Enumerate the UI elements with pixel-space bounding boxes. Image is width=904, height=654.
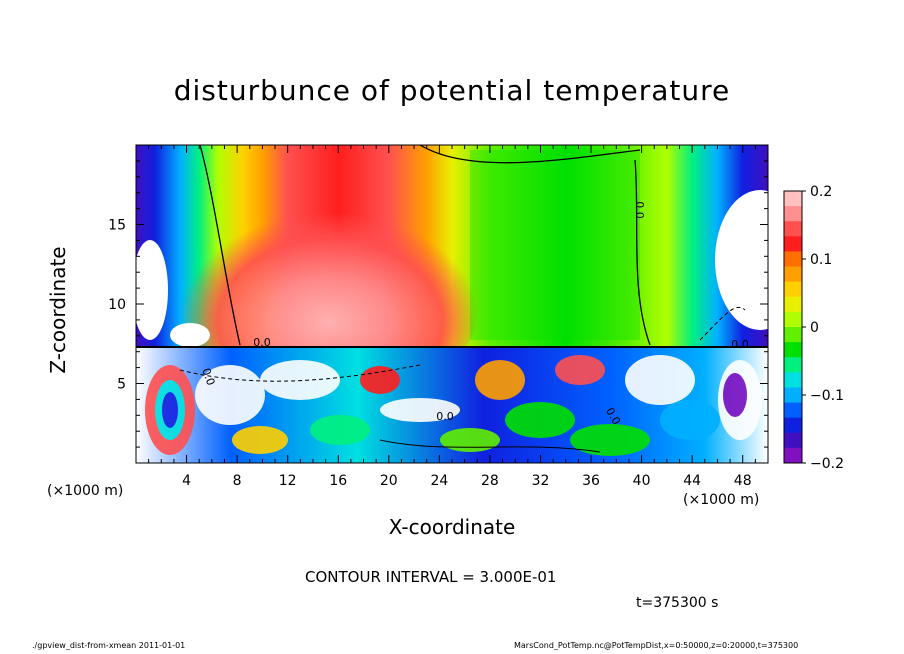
y-axis-label: Z-coordinate [46, 246, 70, 374]
chart-title: disturbunce of potential temperature [173, 74, 731, 107]
colorbar-tick-label: −0.1 [810, 388, 844, 404]
colorbar: 0.2 0.1 0 −0.1 −0.2 [783, 184, 844, 472]
x-tick-label: 16 [329, 473, 347, 489]
colorbar-swatch [784, 372, 802, 388]
x-axis-label: X-coordinate [388, 515, 516, 539]
x-axis-unit-left: (×1000 m) [47, 483, 124, 499]
x-tick-label: 36 [582, 473, 600, 489]
x-tick-label: 32 [532, 473, 550, 489]
x-tick-label: 28 [481, 473, 499, 489]
contour-label: 0.0 [199, 366, 217, 387]
contour-labels: 0.00.0 0.00.0 0.00.0 [199, 201, 749, 427]
colorbar-swatch [784, 221, 802, 237]
y-tick-label: 10 [108, 297, 126, 313]
heatmap-field [136, 145, 768, 463]
y-tick-label: 5 [117, 377, 126, 393]
x-tick-label: 40 [633, 473, 651, 489]
x-tick-label: 48 [734, 473, 752, 489]
x-tick-label: 8 [233, 473, 242, 489]
x-tick-label: 20 [380, 473, 398, 489]
colorbar-tick-label: 0 [810, 320, 819, 336]
colorbar-swatch [784, 311, 802, 328]
y-tick-label: 15 [108, 218, 126, 234]
contour-label: 0.0 [253, 336, 271, 349]
colorbar-swatch [784, 432, 802, 449]
colorbar-swatch [784, 327, 802, 343]
colorbar-tick-label: 0.2 [810, 184, 832, 200]
contour-label: 0.0 [436, 410, 454, 423]
colorbar-swatch [784, 206, 802, 222]
contour-label: 0.0 [731, 338, 749, 351]
x-tick-label: 24 [430, 473, 448, 489]
colorbar-tick-label: 0.1 [810, 252, 832, 268]
colorbar-swatch [784, 281, 802, 298]
colorbar-tick-label: −0.2 [810, 456, 844, 472]
x-tick-label: 12 [279, 473, 297, 489]
footer-left: ./gpview_dist-from-xmean 2011-01-01 [32, 641, 186, 650]
x-tick-label: 4 [182, 473, 191, 489]
contour-interval-note: CONTOUR INTERVAL = 3.000E-01 [305, 568, 557, 586]
colorbar-swatch [784, 447, 802, 464]
colorbar-swatch [784, 387, 802, 404]
colorbar-swatch [784, 266, 802, 283]
time-label: t=375300 s [636, 595, 719, 611]
colorbar-swatch [784, 236, 802, 252]
x-axis-unit-right: (×1000 m) [683, 492, 760, 508]
x-tick-label: 44 [683, 473, 701, 489]
contour-label: 0.0 [633, 201, 646, 219]
colorbar-swatch [784, 191, 802, 207]
colorbar-swatch [784, 357, 802, 373]
colorbar-swatch [784, 402, 802, 419]
colorbar-swatch [784, 251, 802, 268]
colorbar-swatch [784, 417, 802, 434]
footer-right: MarsCond_PotTemp.nc@PotTempDist,x=0:5000… [514, 641, 799, 650]
colorbar-swatch [784, 296, 802, 313]
colorbar-swatch [784, 342, 802, 358]
